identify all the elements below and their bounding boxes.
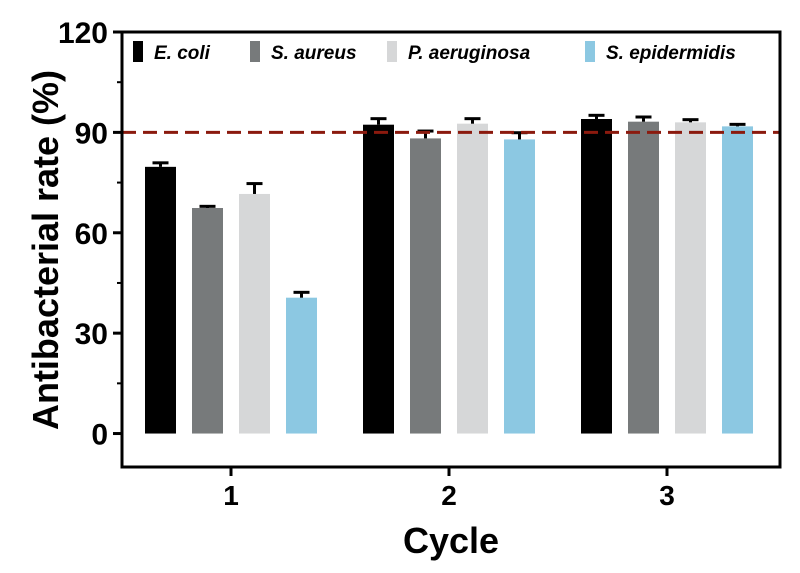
bar <box>722 126 753 434</box>
x-axis-label: Cycle <box>403 520 499 561</box>
legend-label: S. aureus <box>271 43 357 64</box>
bar <box>192 208 223 434</box>
y-tick-label: 0 <box>91 419 108 452</box>
y-tick-label: 90 <box>75 117 108 150</box>
bar <box>239 193 270 434</box>
bar <box>675 122 706 434</box>
bar <box>410 138 441 434</box>
legend-swatch <box>387 41 397 62</box>
x-tick-label: 2 <box>441 480 457 511</box>
bar <box>363 124 394 434</box>
bars-layer <box>145 113 753 434</box>
bar <box>145 166 176 434</box>
y-axis-label: Antibacterial rate (%) <box>25 70 66 430</box>
legend-label: P. aeruginosa <box>408 43 531 64</box>
bar <box>457 123 488 434</box>
x-tick-label: 3 <box>659 480 675 511</box>
axes-layer: 0 30 60 90 120 1 2 3 <box>58 17 782 511</box>
legend: E. coli S. aureus P. aeruginosa S. epidermi… <box>133 41 736 64</box>
legend-label: S. epidermidis <box>606 43 736 64</box>
bar <box>628 121 659 434</box>
y-tick-label: 120 <box>58 17 108 50</box>
y-tick-label: 30 <box>75 318 108 351</box>
legend-swatch <box>585 41 595 62</box>
legend-swatch <box>133 41 143 62</box>
legend-label: E. coli <box>154 43 211 64</box>
bar <box>286 297 317 434</box>
plot-frame <box>120 30 782 469</box>
legend-swatch <box>250 41 260 62</box>
x-tick-label: 1 <box>223 480 239 511</box>
bar <box>581 119 612 434</box>
bar <box>504 139 535 434</box>
y-tick-label: 60 <box>75 218 108 251</box>
